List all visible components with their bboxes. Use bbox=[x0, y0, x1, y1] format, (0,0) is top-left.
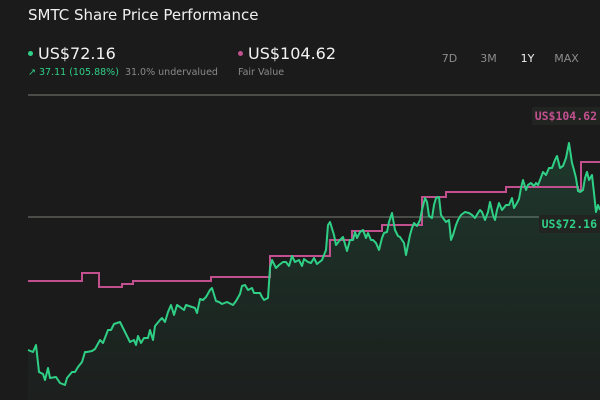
tab-3m[interactable]: 3M bbox=[480, 52, 497, 65]
price-change: 37.11 (105.88%) bbox=[39, 67, 119, 78]
fair-value-tag: US$104.62 bbox=[531, 107, 600, 125]
price-line bbox=[27, 142, 600, 386]
fair-value-label: Fair Value bbox=[238, 67, 285, 78]
tab-1y[interactable]: 1Y bbox=[520, 52, 535, 65]
valuation-status: 31.0% undervalued bbox=[124, 67, 218, 78]
page-title: SMTC Share Price Performance bbox=[28, 6, 259, 24]
arrow-up-right-icon: ↗ bbox=[28, 67, 36, 78]
period-tabs: 7D 3M 1Y MAX bbox=[430, 52, 586, 65]
tab-7d[interactable]: 7D bbox=[441, 52, 458, 65]
price-stat: US$72.16 ↗ 37.11 (105.88%) 31.0% underva… bbox=[28, 44, 218, 78]
fair-value: US$104.62 bbox=[248, 44, 337, 63]
fair-value-stat: US$104.62 Fair Value bbox=[238, 44, 336, 78]
tab-max[interactable]: MAX bbox=[554, 52, 579, 65]
price-tag: US$72.16 bbox=[538, 215, 600, 233]
fair-value-dot-icon bbox=[238, 51, 243, 56]
price-area bbox=[28, 143, 600, 400]
price-dot-icon bbox=[28, 51, 33, 56]
current-price: US$72.16 bbox=[38, 44, 116, 63]
